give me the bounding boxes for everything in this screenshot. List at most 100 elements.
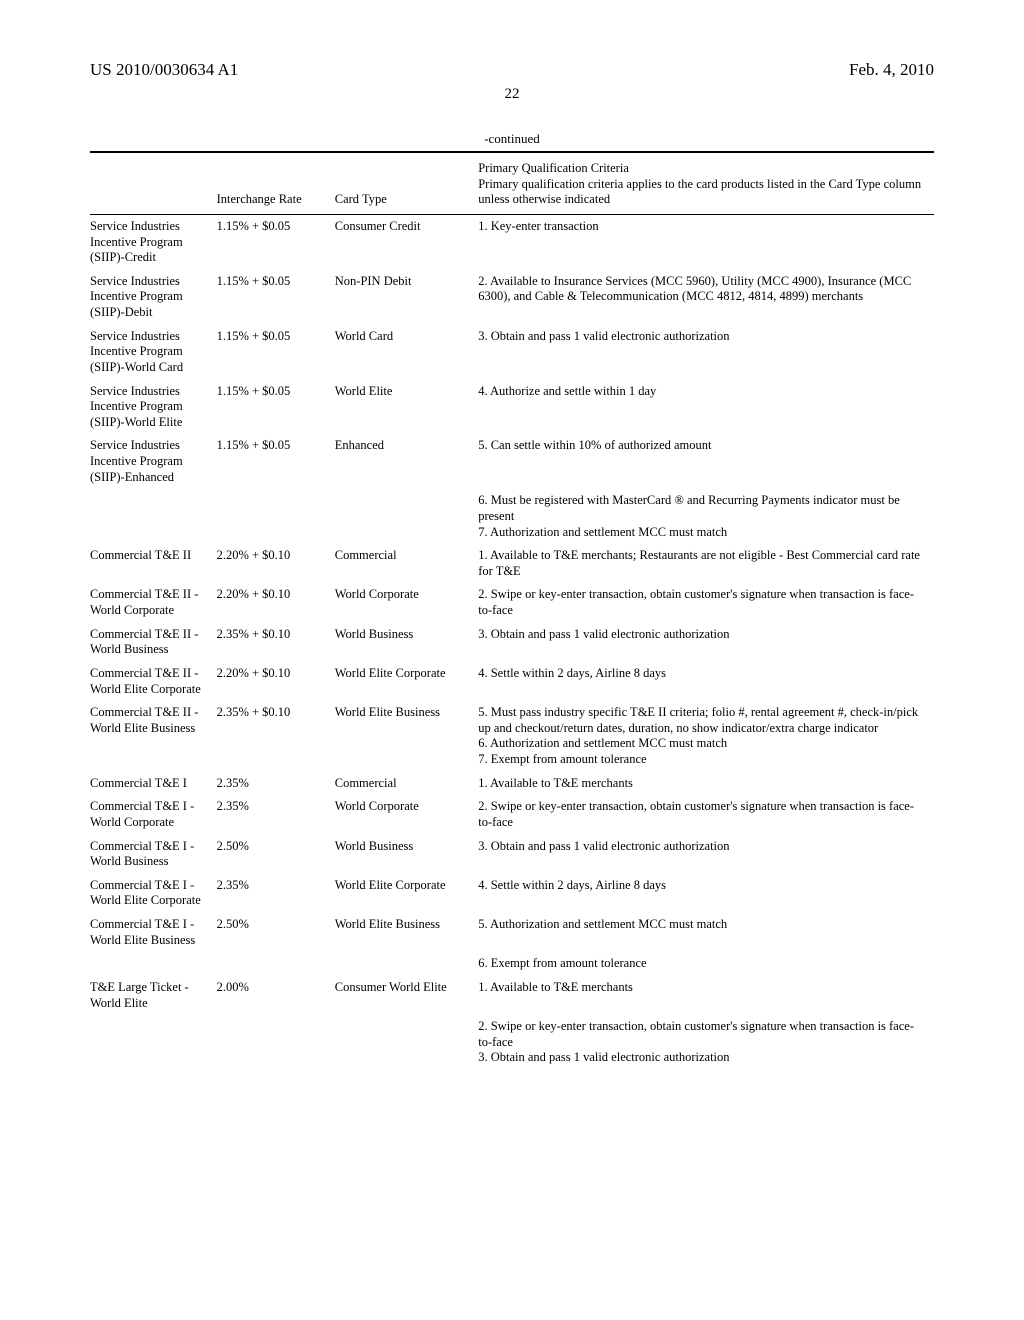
cell-card_type xyxy=(335,952,478,976)
table-row: T&E Large Ticket - World Elite2.00%Consu… xyxy=(90,976,934,1015)
cell-criteria: 1. Available to T&E merchants; Restauran… xyxy=(478,544,934,583)
cell-rate: 2.35% xyxy=(217,772,335,796)
cell-card_type: Non-PIN Debit xyxy=(335,270,478,325)
continued-label: -continued xyxy=(90,131,934,147)
cell-name: Commercial T&E II - World Business xyxy=(90,623,217,662)
cell-card_type: World Elite Corporate xyxy=(335,662,478,701)
cell-criteria: 2. Swipe or key-enter transaction, obtai… xyxy=(478,795,934,834)
col-header-criteria: Primary Qualification CriteriaPrimary qu… xyxy=(478,155,934,214)
table-row: Commercial T&E I - World Business2.50%Wo… xyxy=(90,835,934,874)
cell-card_type: Consumer Credit xyxy=(335,214,478,269)
cell-criteria: 2. Swipe or key-enter transaction, obtai… xyxy=(478,1015,934,1070)
cell-card_type: Commercial xyxy=(335,772,478,796)
cell-card_type: World Elite Business xyxy=(335,913,478,952)
cell-criteria: 4. Authorize and settle within 1 day xyxy=(478,380,934,435)
cell-rate: 1.15% + $0.05 xyxy=(217,214,335,269)
cell-rate: 2.35% + $0.10 xyxy=(217,701,335,772)
cell-rate: 1.15% + $0.05 xyxy=(217,380,335,435)
table-row: Commercial T&E II2.20% + $0.10Commercial… xyxy=(90,544,934,583)
cell-criteria: 1. Available to T&E merchants xyxy=(478,772,934,796)
table-row: Commercial T&E I - World Elite Corporate… xyxy=(90,874,934,913)
table-row: 6. Must be registered with MasterCard ® … xyxy=(90,489,934,544)
cell-card_type: World Elite xyxy=(335,380,478,435)
cell-criteria: 1. Available to T&E merchants xyxy=(478,976,934,1015)
table-row: Commercial T&E I - World Elite Business2… xyxy=(90,913,934,952)
table-row: Service Industries Incentive Program (SI… xyxy=(90,325,934,380)
cell-rate xyxy=(217,489,335,544)
cell-card_type: Consumer World Elite xyxy=(335,976,478,1015)
cell-card_type: World Business xyxy=(335,835,478,874)
cell-criteria: 3. Obtain and pass 1 valid electronic au… xyxy=(478,325,934,380)
table-row: Commercial T&E II - World Elite Corporat… xyxy=(90,662,934,701)
cell-rate: 1.15% + $0.05 xyxy=(217,325,335,380)
cell-card_type: World Elite Corporate xyxy=(335,874,478,913)
cell-criteria: 6. Must be registered with MasterCard ® … xyxy=(478,489,934,544)
cell-criteria: 5. Can settle within 10% of authorized a… xyxy=(478,434,934,489)
cell-name xyxy=(90,489,217,544)
col-header-card-type: Card Type xyxy=(335,155,478,214)
cell-card_type: Commercial xyxy=(335,544,478,583)
cell-criteria: 5. Authorization and settlement MCC must… xyxy=(478,913,934,952)
cell-card_type: World Card xyxy=(335,325,478,380)
cell-criteria: 1. Key-enter transaction xyxy=(478,214,934,269)
cell-criteria: 4. Settle within 2 days, Airline 8 days xyxy=(478,874,934,913)
cell-name: Service Industries Incentive Program (SI… xyxy=(90,434,217,489)
publication-number: US 2010/0030634 A1 xyxy=(90,60,238,80)
cell-card_type xyxy=(335,1015,478,1070)
cell-name: Service Industries Incentive Program (SI… xyxy=(90,214,217,269)
patent-page: US 2010/0030634 A1 Feb. 4, 2010 22 -cont… xyxy=(0,0,1024,1110)
cell-rate: 2.00% xyxy=(217,976,335,1015)
table-row: Service Industries Incentive Program (SI… xyxy=(90,434,934,489)
cell-criteria: 2. Swipe or key-enter transaction, obtai… xyxy=(478,583,934,622)
cell-rate xyxy=(217,1015,335,1070)
cell-rate: 2.20% + $0.10 xyxy=(217,583,335,622)
cell-criteria: 5. Must pass industry specific T&E II cr… xyxy=(478,701,934,772)
cell-rate xyxy=(217,952,335,976)
table-row: Commercial T&E II - World Corporate2.20%… xyxy=(90,583,934,622)
cell-rate: 2.35% xyxy=(217,795,335,834)
page-header: US 2010/0030634 A1 Feb. 4, 2010 xyxy=(90,60,934,80)
cell-card_type: World Elite Business xyxy=(335,701,478,772)
cell-name xyxy=(90,952,217,976)
table-row: Service Industries Incentive Program (SI… xyxy=(90,270,934,325)
table-row: Commercial T&E I2.35%Commercial1. Availa… xyxy=(90,772,934,796)
cell-name: Commercial T&E I xyxy=(90,772,217,796)
page-number: 22 xyxy=(90,86,934,103)
table-row: Commercial T&E II - World Elite Business… xyxy=(90,701,934,772)
cell-rate: 2.35% + $0.10 xyxy=(217,623,335,662)
cell-rate: 2.20% + $0.10 xyxy=(217,544,335,583)
cell-name: Commercial T&E II - World Elite Corporat… xyxy=(90,662,217,701)
cell-name: Commercial T&E II - World Elite Business xyxy=(90,701,217,772)
cell-card_type xyxy=(335,489,478,544)
table-row: Commercial T&E I - World Corporate2.35%W… xyxy=(90,795,934,834)
cell-criteria: 2. Available to Insurance Services (MCC … xyxy=(478,270,934,325)
cell-criteria: 4. Settle within 2 days, Airline 8 days xyxy=(478,662,934,701)
cell-criteria: 6. Exempt from amount tolerance xyxy=(478,952,934,976)
cell-rate: 1.15% + $0.05 xyxy=(217,434,335,489)
cell-name: Commercial T&E II xyxy=(90,544,217,583)
cell-name: Commercial T&E I - World Business xyxy=(90,835,217,874)
cell-card_type: Enhanced xyxy=(335,434,478,489)
cell-name: Commercial T&E I - World Elite Business xyxy=(90,913,217,952)
cell-name: Commercial T&E II - World Corporate xyxy=(90,583,217,622)
cell-name: Service Industries Incentive Program (SI… xyxy=(90,380,217,435)
cell-card_type: World Business xyxy=(335,623,478,662)
cell-name: Commercial T&E I - World Elite Corporate xyxy=(90,874,217,913)
publication-date: Feb. 4, 2010 xyxy=(849,60,934,80)
cell-criteria: 3. Obtain and pass 1 valid electronic au… xyxy=(478,623,934,662)
interchange-table: Interchange Rate Card Type Primary Quali… xyxy=(90,151,934,1070)
cell-rate: 2.50% xyxy=(217,913,335,952)
cell-rate: 2.50% xyxy=(217,835,335,874)
cell-name: Service Industries Incentive Program (SI… xyxy=(90,270,217,325)
cell-name: Service Industries Incentive Program (SI… xyxy=(90,325,217,380)
table-row: 6. Exempt from amount tolerance xyxy=(90,952,934,976)
table-row: Commercial T&E II - World Business2.35% … xyxy=(90,623,934,662)
cell-rate: 1.15% + $0.05 xyxy=(217,270,335,325)
col-header-blank xyxy=(90,155,217,214)
cell-rate: 2.20% + $0.10 xyxy=(217,662,335,701)
table-row: Service Industries Incentive Program (SI… xyxy=(90,380,934,435)
cell-name xyxy=(90,1015,217,1070)
cell-criteria: 3. Obtain and pass 1 valid electronic au… xyxy=(478,835,934,874)
table-row: 2. Swipe or key-enter transaction, obtai… xyxy=(90,1015,934,1070)
cell-card_type: World Corporate xyxy=(335,583,478,622)
